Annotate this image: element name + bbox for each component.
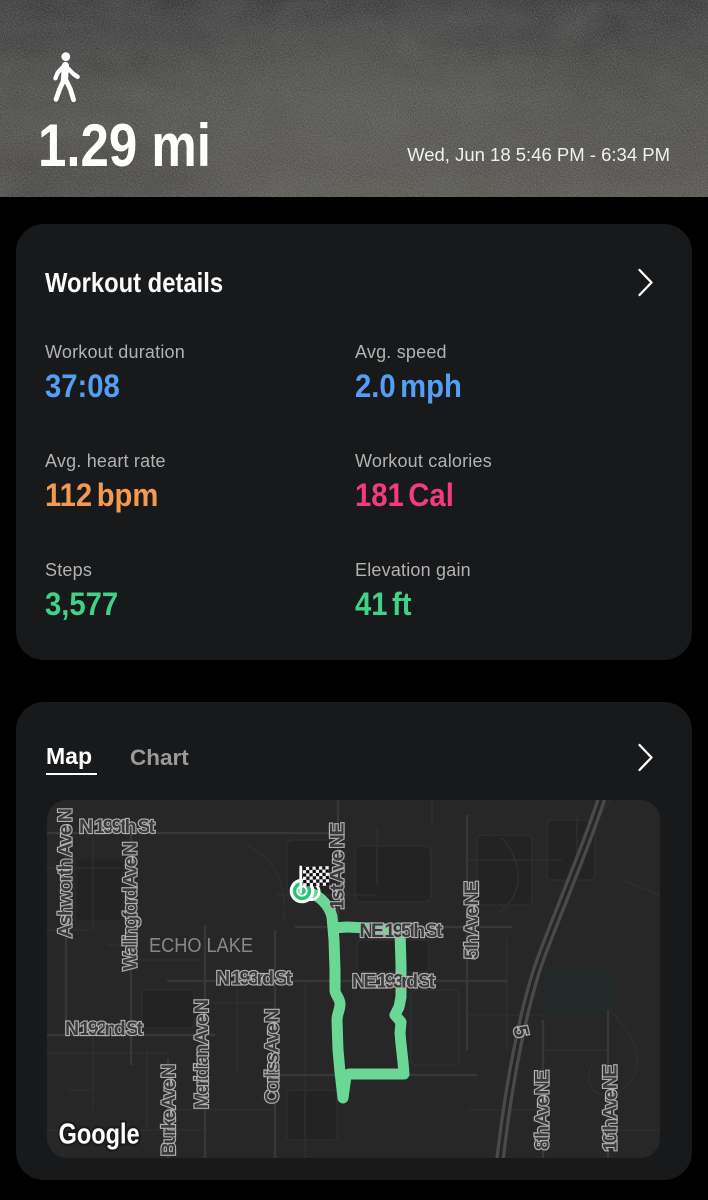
svg-text:ECHO LAKE: ECHO LAKE [149, 935, 253, 957]
svg-text:5th Ave NE: 5th Ave NE [461, 881, 483, 959]
svg-text:Meridian Ave N: Meridian Ave N [191, 999, 213, 1109]
svg-text:NE 195th St: NE 195th St [360, 920, 444, 942]
svg-text:N 192nd St: N 192nd St [65, 1018, 144, 1040]
svg-text:NE 193rd St: NE 193rd St [352, 970, 436, 992]
svg-text:1st Ave NE: 1st Ave NE [327, 823, 349, 910]
svg-text:Google: Google [59, 1119, 140, 1151]
svg-text:10th Ave NE: 10th Ave NE [600, 1065, 622, 1152]
svg-text:N 193rd St: N 193rd St [216, 968, 293, 990]
svg-text:Wallingford Ave N: Wallingford Ave N [120, 842, 142, 971]
svg-text:Ashworth Ave N: Ashworth Ave N [55, 808, 77, 938]
svg-text:Burke Ave N: Burke Ave N [158, 1064, 180, 1156]
svg-text:Corliss Ave N: Corliss Ave N [262, 1009, 284, 1104]
svg-text:8th Ave NE: 8th Ave NE [532, 1070, 554, 1150]
svg-text:N 199th St: N 199th St [79, 816, 156, 838]
